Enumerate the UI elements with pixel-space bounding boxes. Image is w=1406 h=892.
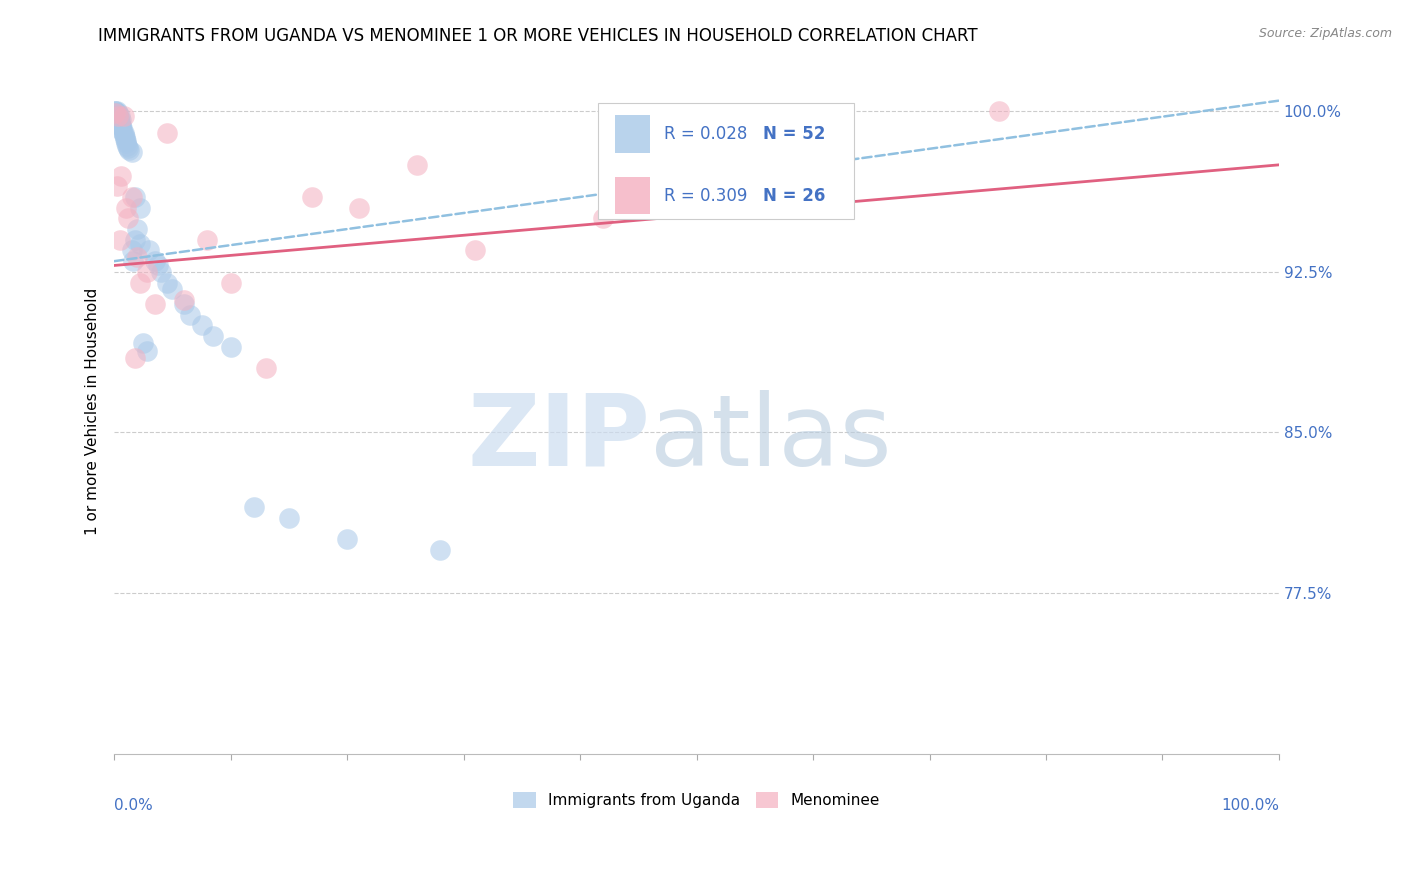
Point: [114, 134, 136, 148]
Point: [104, 106, 127, 120]
Point: [105, 179, 128, 194]
Point: [108, 115, 131, 129]
Point: [128, 276, 150, 290]
Point: [117, 141, 139, 155]
Point: [114, 136, 136, 151]
Point: [111, 121, 134, 136]
Point: [110, 120, 132, 134]
Point: [105, 106, 128, 120]
Point: [127, 222, 149, 236]
Point: [128, 201, 150, 215]
Point: [219, 340, 242, 354]
Point: [108, 112, 131, 127]
Text: 0.0%: 0.0%: [114, 798, 153, 813]
Point: [135, 344, 157, 359]
Text: N = 26: N = 26: [763, 186, 825, 204]
Point: [110, 169, 132, 183]
Point: [148, 259, 170, 273]
Point: [190, 318, 212, 333]
Text: R = 0.309: R = 0.309: [664, 186, 748, 204]
Point: [143, 254, 166, 268]
FancyBboxPatch shape: [614, 177, 650, 214]
Point: [406, 158, 429, 172]
Point: [173, 297, 195, 311]
Point: [121, 254, 143, 268]
Text: 100.0%: 100.0%: [1220, 798, 1279, 813]
Point: [135, 265, 157, 279]
Point: [162, 282, 184, 296]
Point: [107, 106, 129, 120]
Point: [104, 104, 127, 119]
Point: [179, 308, 201, 322]
Point: [202, 329, 225, 343]
Point: [429, 543, 451, 558]
Point: [121, 190, 143, 204]
Point: [124, 351, 146, 365]
Point: [173, 293, 195, 307]
Point: [108, 111, 131, 125]
Point: [114, 130, 136, 145]
Legend: Immigrants from Uganda, Menominee: Immigrants from Uganda, Menominee: [508, 786, 886, 814]
Text: R = 0.028: R = 0.028: [664, 125, 748, 144]
Point: [118, 143, 141, 157]
Point: [138, 244, 160, 258]
Point: [143, 297, 166, 311]
Point: [124, 233, 146, 247]
Point: [104, 104, 127, 119]
Point: [347, 201, 370, 215]
Point: [336, 533, 359, 547]
Point: [779, 190, 801, 204]
Point: [149, 265, 172, 279]
Point: [195, 233, 218, 247]
Point: [128, 237, 150, 252]
Text: atlas: atlas: [650, 390, 891, 487]
Point: [592, 211, 614, 226]
FancyBboxPatch shape: [598, 103, 853, 219]
Point: [107, 111, 129, 125]
Point: [243, 500, 266, 515]
Point: [127, 250, 149, 264]
Point: [464, 244, 486, 258]
Point: [121, 244, 143, 258]
Point: [155, 276, 177, 290]
Text: ZIP: ZIP: [467, 390, 650, 487]
Point: [254, 361, 277, 376]
Point: [988, 104, 1011, 119]
Text: N = 52: N = 52: [763, 125, 825, 144]
Y-axis label: 1 or more Vehicles in Household: 1 or more Vehicles in Household: [86, 287, 100, 534]
Point: [115, 138, 138, 153]
FancyBboxPatch shape: [614, 115, 650, 153]
Point: [107, 109, 129, 123]
Point: [112, 109, 135, 123]
Point: [219, 276, 242, 290]
Point: [105, 104, 128, 119]
Point: [110, 112, 132, 127]
Point: [112, 126, 135, 140]
Point: [277, 511, 299, 525]
Text: Source: ZipAtlas.com: Source: ZipAtlas.com: [1258, 27, 1392, 40]
Point: [114, 132, 136, 146]
Point: [121, 145, 143, 159]
Point: [117, 211, 139, 226]
Point: [155, 126, 177, 140]
Point: [124, 190, 146, 204]
Point: [110, 120, 132, 134]
Point: [114, 201, 136, 215]
Point: [108, 233, 131, 247]
Point: [108, 109, 131, 123]
Point: [108, 117, 131, 131]
Point: [111, 123, 134, 137]
Point: [301, 190, 323, 204]
Point: [108, 115, 131, 129]
Point: [132, 335, 155, 350]
Text: IMMIGRANTS FROM UGANDA VS MENOMINEE 1 OR MORE VEHICLES IN HOUSEHOLD CORRELATION : IMMIGRANTS FROM UGANDA VS MENOMINEE 1 OR…: [98, 27, 979, 45]
Point: [107, 109, 129, 123]
Point: [112, 128, 135, 142]
